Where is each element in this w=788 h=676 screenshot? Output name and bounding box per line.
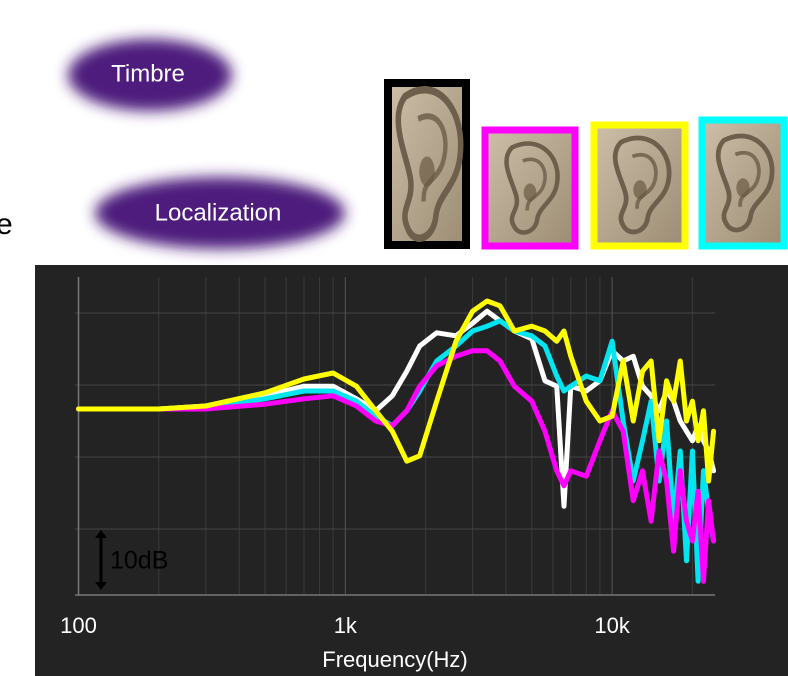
cut-text: e bbox=[0, 208, 13, 241]
series-line bbox=[76, 348, 717, 584]
localization-bubble bbox=[95, 177, 345, 249]
ear-images bbox=[384, 79, 788, 250]
timbre-bubble bbox=[68, 39, 232, 111]
timbre-label: Timbre bbox=[111, 60, 185, 87]
localization-label: Localization bbox=[155, 199, 282, 226]
series-line bbox=[76, 298, 717, 484]
scale-bar-label: 10dB bbox=[110, 547, 168, 575]
series-line bbox=[76, 308, 717, 509]
x-axis-label: Frequency(Hz) bbox=[322, 647, 467, 672]
plot-panel bbox=[35, 265, 788, 676]
x-tick-label: 1k bbox=[334, 613, 358, 638]
x-tick-label: 100 bbox=[60, 613, 97, 638]
x-tick-label: 10k bbox=[594, 613, 630, 638]
